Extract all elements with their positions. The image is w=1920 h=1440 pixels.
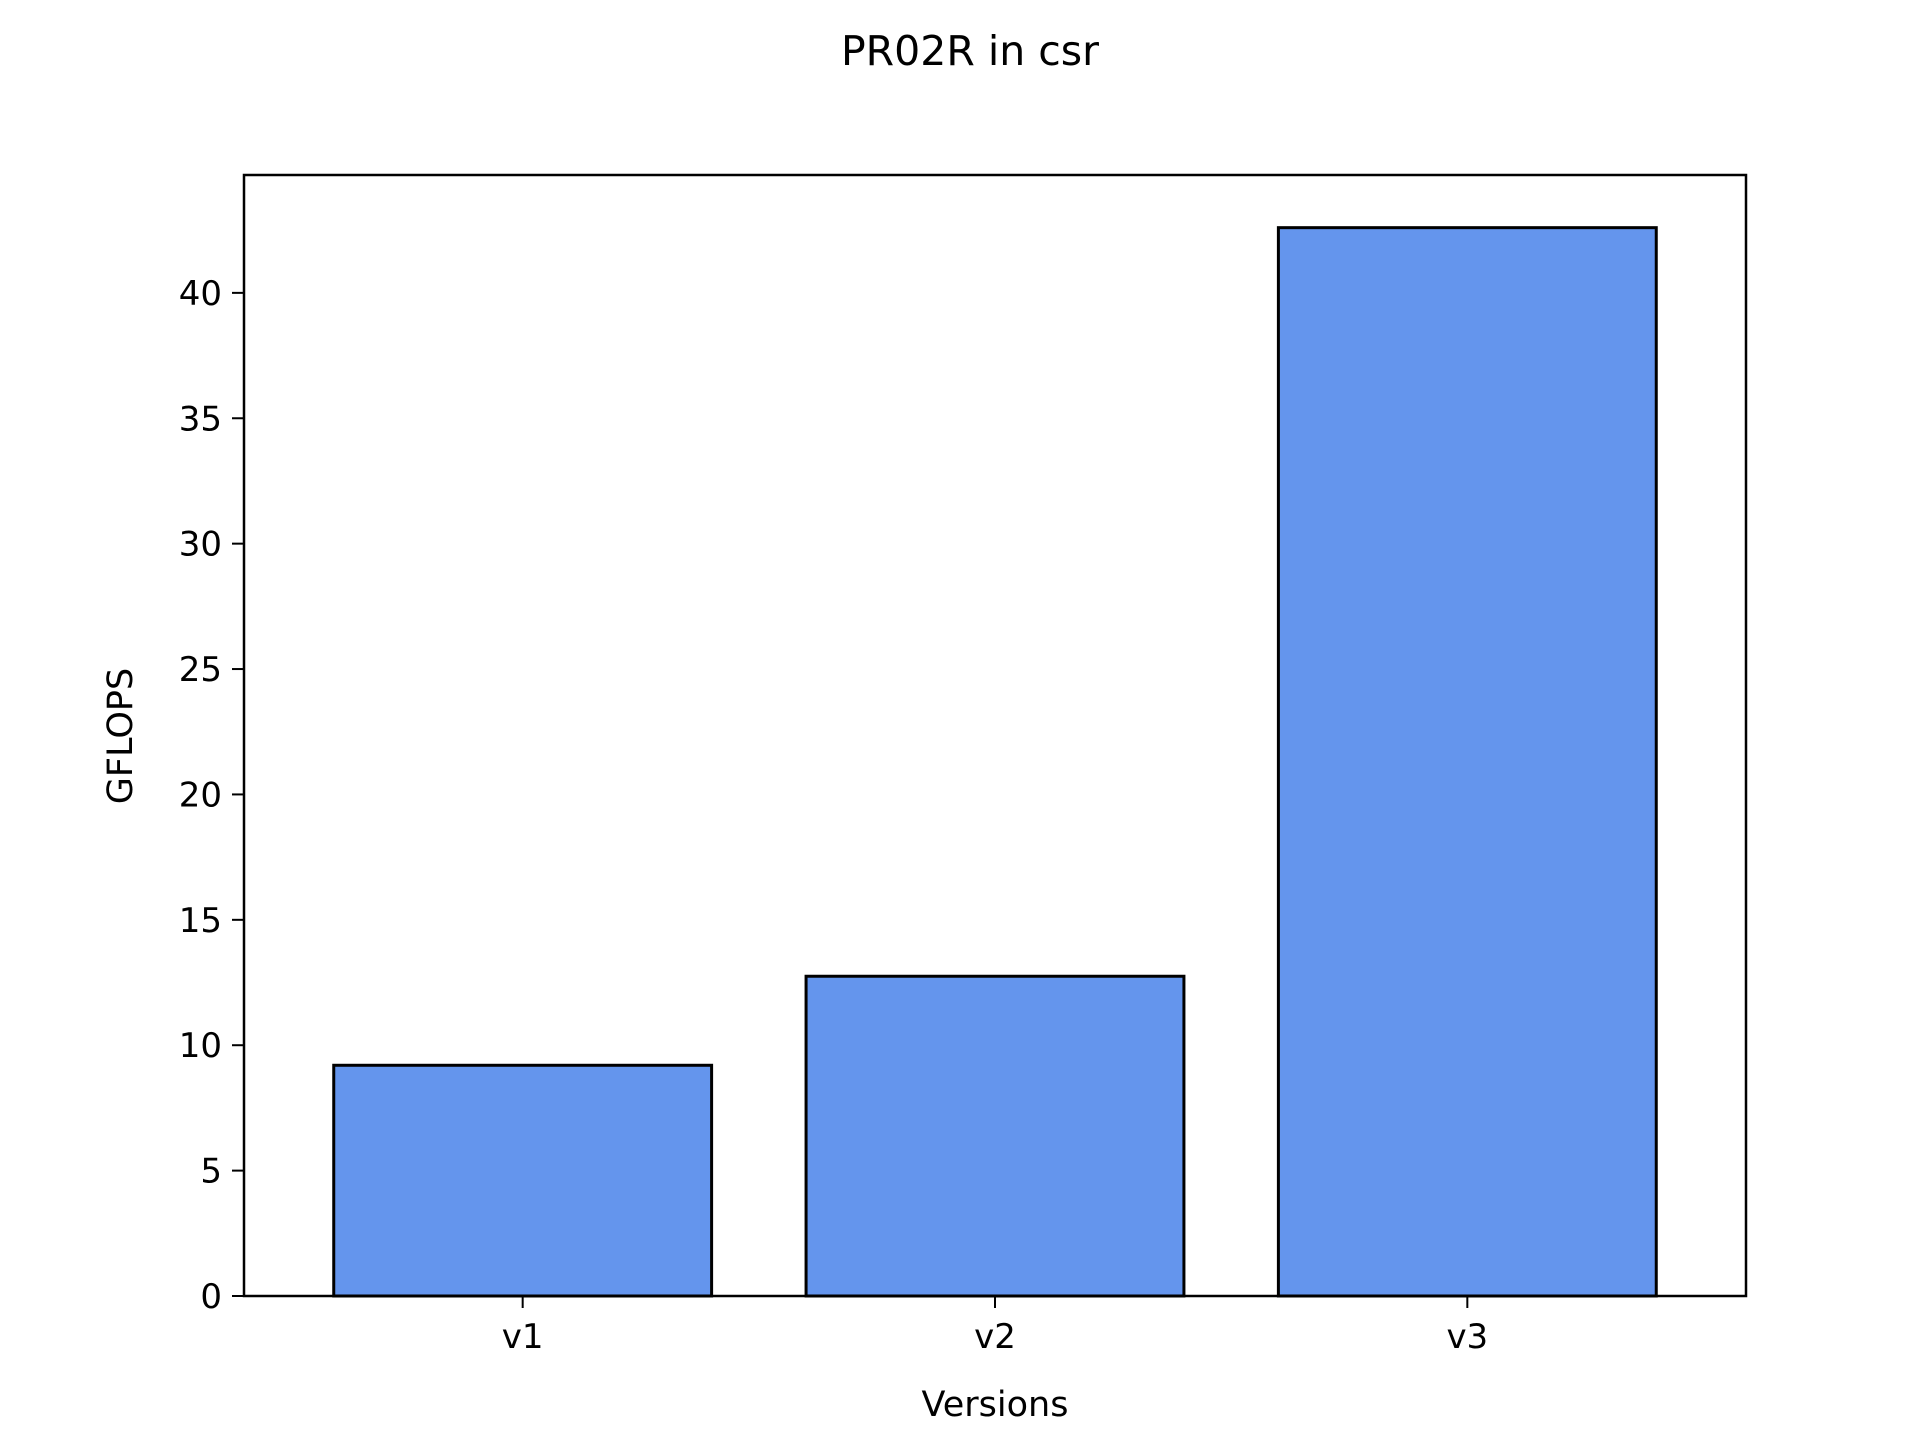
x-tick-label-v2: v2 (974, 1317, 1016, 1357)
y-tick-label-10: 10 (179, 1026, 222, 1066)
chart-title: PR02R in csr (841, 27, 1099, 75)
bar-v1 (332, 1063, 714, 1298)
y-tick-label-20: 20 (179, 775, 222, 815)
plot-frame (242, 173, 1748, 1298)
x-tick-label-v1: v1 (502, 1317, 544, 1357)
y-tick-label-5: 5 (200, 1152, 222, 1192)
x-axis-ticks: v1 v2 v3 (502, 1296, 1488, 1357)
y-axis-label: GFLOPS (101, 668, 141, 804)
bars-group (332, 226, 1658, 1298)
y-tick-label-30: 30 (179, 525, 222, 565)
bar-v3 (1276, 226, 1658, 1298)
y-tick-label-0: 0 (200, 1277, 222, 1317)
bar-v2 (804, 974, 1186, 1298)
y-tick-label-15: 15 (179, 901, 222, 941)
x-tick-label-v3: v3 (1446, 1317, 1488, 1357)
y-tick-label-40: 40 (179, 274, 222, 314)
y-tick-label-25: 25 (179, 650, 222, 690)
x-axis-label: Versions (922, 1385, 1069, 1425)
y-tick-label-35: 35 (179, 399, 222, 439)
y-axis-ticks: 0 5 10 15 20 25 30 35 40 (179, 274, 244, 1317)
